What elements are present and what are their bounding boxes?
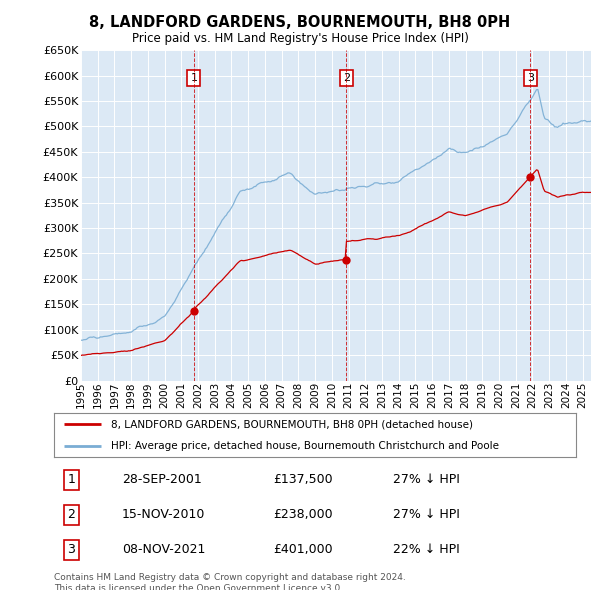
Text: Price paid vs. HM Land Registry's House Price Index (HPI): Price paid vs. HM Land Registry's House … bbox=[131, 32, 469, 45]
Text: 28-SEP-2001: 28-SEP-2001 bbox=[122, 473, 202, 486]
Text: 27% ↓ HPI: 27% ↓ HPI bbox=[394, 473, 460, 486]
Text: £401,000: £401,000 bbox=[273, 543, 333, 556]
Text: 3: 3 bbox=[527, 73, 534, 83]
Text: HPI: Average price, detached house, Bournemouth Christchurch and Poole: HPI: Average price, detached house, Bour… bbox=[112, 441, 499, 451]
Text: 1: 1 bbox=[190, 73, 197, 83]
Text: 15-NOV-2010: 15-NOV-2010 bbox=[122, 508, 205, 522]
Text: 2: 2 bbox=[67, 508, 75, 522]
Text: 22% ↓ HPI: 22% ↓ HPI bbox=[394, 543, 460, 556]
Text: 8, LANDFORD GARDENS, BOURNEMOUTH, BH8 0PH: 8, LANDFORD GARDENS, BOURNEMOUTH, BH8 0P… bbox=[89, 15, 511, 30]
Text: Contains HM Land Registry data © Crown copyright and database right 2024.: Contains HM Land Registry data © Crown c… bbox=[54, 573, 406, 582]
Text: This data is licensed under the Open Government Licence v3.0.: This data is licensed under the Open Gov… bbox=[54, 584, 343, 590]
Text: 8, LANDFORD GARDENS, BOURNEMOUTH, BH8 0PH (detached house): 8, LANDFORD GARDENS, BOURNEMOUTH, BH8 0P… bbox=[112, 419, 473, 429]
Text: 27% ↓ HPI: 27% ↓ HPI bbox=[394, 508, 460, 522]
Text: 08-NOV-2021: 08-NOV-2021 bbox=[122, 543, 205, 556]
Text: £238,000: £238,000 bbox=[273, 508, 333, 522]
Text: 1: 1 bbox=[67, 473, 75, 486]
Text: £137,500: £137,500 bbox=[273, 473, 333, 486]
Text: 3: 3 bbox=[67, 543, 75, 556]
Text: 2: 2 bbox=[343, 73, 350, 83]
